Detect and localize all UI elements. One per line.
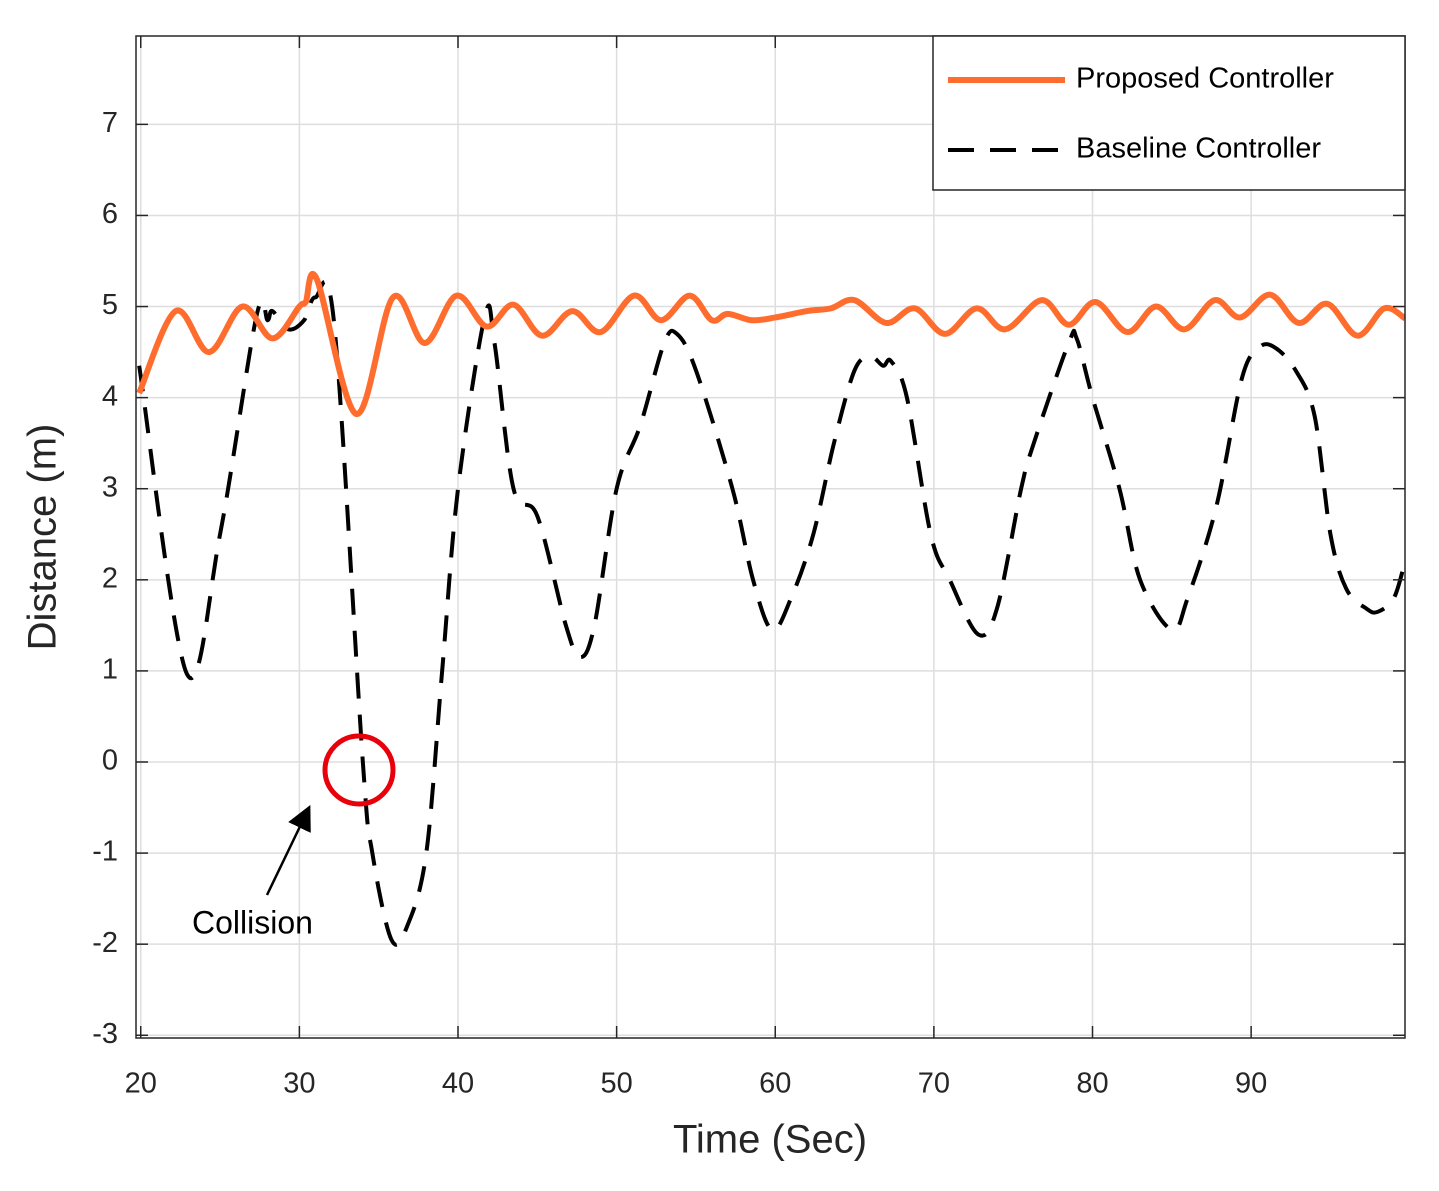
y-tick-label: -1 [92,836,118,868]
x-tick-label: 60 [759,1068,791,1100]
plot-frame [135,35,1406,1039]
x-tick-label: 80 [1076,1068,1108,1100]
series-line [136,271,1405,418]
y-tick-label: 6 [102,198,118,230]
y-tick-label: 5 [102,289,118,321]
legend-label: Proposed Controller [1076,63,1334,95]
x-tick-label: 90 [1235,1068,1267,1100]
y-tick-label: -2 [92,927,118,959]
x-tick-label: 40 [442,1068,474,1100]
collision-circle [322,733,396,807]
ticks: 20 30 40 50 60 70 80 90 -3 -2 -1 0 1 2 3 4 5 6 7 [92,36,1405,1100]
annotation: Collision [192,904,313,940]
x-tick-label: 30 [283,1068,315,1100]
y-tick-label: 0 [102,745,118,777]
series-line [137,279,1405,947]
y-tick-label: 2 [102,562,118,594]
x-axis-label: Time (Sec) [673,1118,867,1162]
y-tick-label: 7 [102,107,118,139]
y-tick-label: 3 [102,471,118,503]
y-tick-label: 4 [102,380,118,412]
legend-box [932,35,1406,191]
y-tick-label: -3 [92,1018,118,1050]
plot-lines [136,271,1405,947]
legend: Proposed Controller Baseline Controller [932,35,1406,191]
y-tick-label: 1 [102,654,118,686]
x-tick-label: 70 [918,1068,950,1100]
x-tick-label: 20 [125,1068,157,1100]
y-axis-label: Distance (m) [21,424,65,651]
legend-label: Baseline Controller [1076,133,1321,165]
x-tick-label: 50 [601,1068,633,1100]
collision-arrow [265,804,311,896]
